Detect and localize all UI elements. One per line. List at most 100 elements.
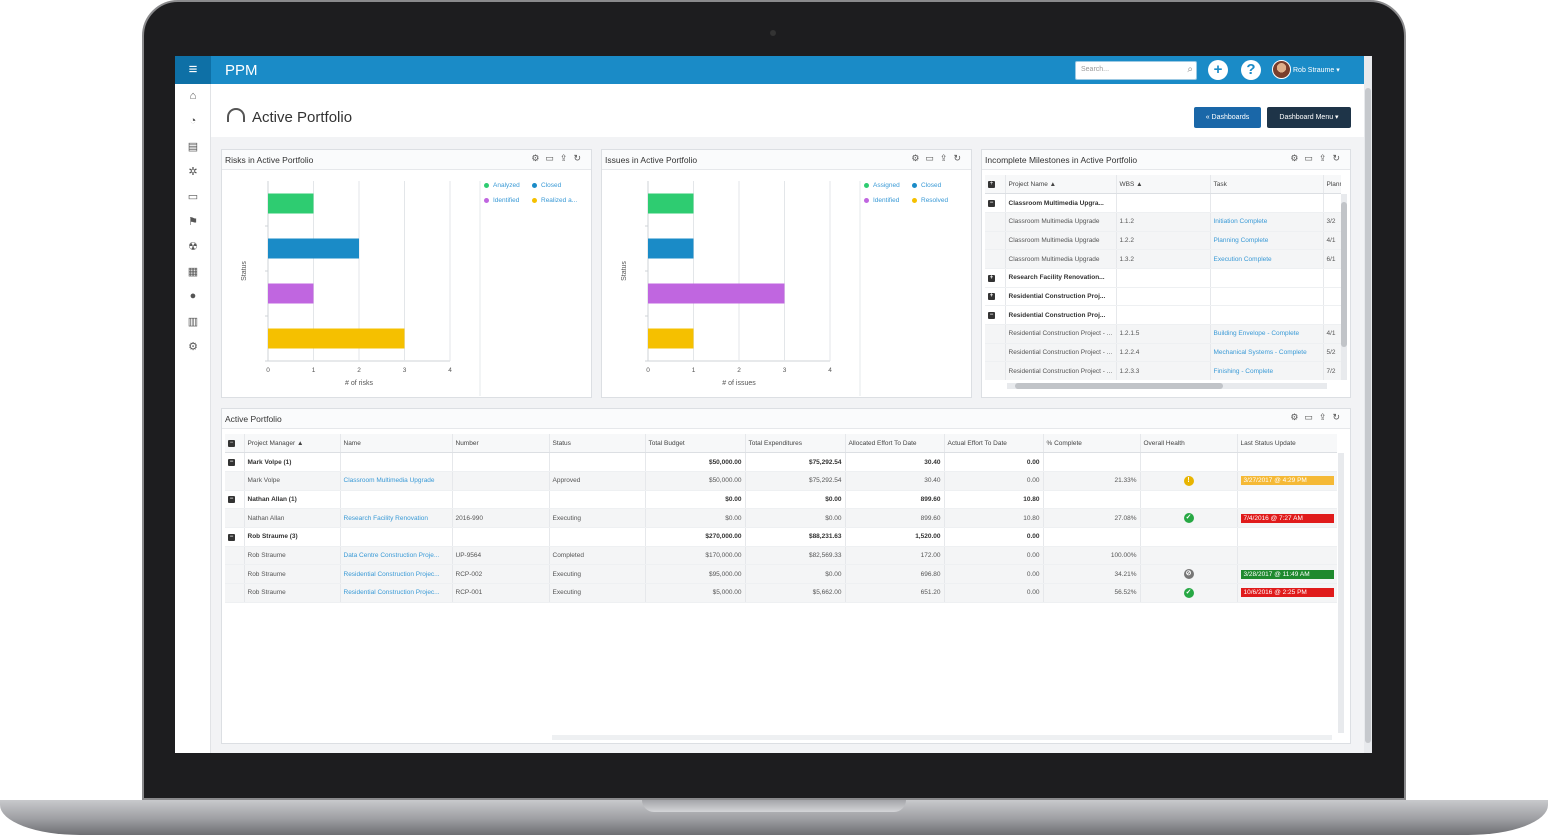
column-header[interactable]: Actual Effort To Date	[944, 434, 1044, 454]
gear-icon[interactable]: ⚙	[1290, 153, 1305, 163]
search-input[interactable]: Search... ⌕	[1075, 61, 1197, 80]
table-row[interactable]: Mark Volpe Classroom Multimedia Upgrade Ap…	[225, 471, 1337, 491]
group-row[interactable]: − Nathan Allan (1) $0.00 $0.00 899.60 10.80	[225, 490, 1337, 510]
task-link[interactable]: Initiation Complete	[1210, 212, 1324, 232]
column-header[interactable]: WBS ▲	[1116, 175, 1211, 195]
legend-item[interactable]: Closed	[532, 182, 561, 189]
collapse-icon[interactable]: −	[988, 312, 995, 320]
project-name-link[interactable]: Data Centre Construction Proje...	[340, 546, 453, 566]
group-row[interactable]: − Mark Volpe (1) $50,000.00 $75,292.54 30.40…	[225, 452, 1337, 472]
project-name-link[interactable]: Classroom Multimedia Upgrade	[340, 471, 453, 491]
legend-item[interactable]: Identified	[864, 197, 899, 204]
dashboards-button[interactable]: « Dashboards	[1194, 107, 1261, 128]
document-icon[interactable]: ▤	[187, 141, 199, 153]
expand-cell[interactable]: −	[225, 527, 245, 547]
collapse-icon[interactable]: −	[228, 459, 235, 467]
export-icon[interactable]: ⇪	[559, 153, 574, 163]
export-icon[interactable]: ⇪	[1318, 412, 1333, 422]
legend-item[interactable]: Assigned	[864, 182, 900, 189]
group-row[interactable]: − Rob Straume (3) $270,000.00 $88,231.63 1,5…	[225, 527, 1337, 547]
refresh-icon[interactable]: ↻	[573, 153, 587, 163]
milestones-vscroll[interactable]	[1341, 194, 1347, 380]
card-icon[interactable]: ▦	[187, 266, 199, 278]
legend-item[interactable]: Identified	[484, 197, 519, 204]
gear-icon[interactable]: ⚙	[1290, 412, 1305, 422]
maximize-icon[interactable]: ▭	[545, 153, 560, 163]
group-row[interactable]: + Research Facility Renovation...	[985, 268, 1341, 288]
collapse-icon[interactable]: −	[228, 533, 235, 541]
column-header[interactable]: Total Expenditures	[745, 434, 846, 454]
collapse-icon[interactable]: −	[228, 440, 235, 448]
gear-icon[interactable]: ⚙	[531, 153, 546, 163]
maximize-icon[interactable]: ▭	[1304, 412, 1319, 422]
refresh-icon[interactable]: ↻	[953, 153, 967, 163]
dashboard-icon[interactable]: ◔	[189, 115, 197, 127]
task-link[interactable]: Finishing - Complete	[1210, 361, 1324, 380]
person-icon[interactable]: ●	[189, 290, 197, 302]
search-icon[interactable]: ⌕	[1187, 64, 1193, 75]
report-icon[interactable]: ▥	[187, 316, 199, 328]
legend-item[interactable]: Realized a...	[532, 197, 577, 204]
maximize-icon[interactable]: ▭	[1304, 153, 1319, 163]
settings-icon[interactable]: ⚙	[188, 341, 198, 353]
portfolio-hscroll[interactable]	[552, 735, 1332, 740]
expand-cell[interactable]: −	[985, 193, 1006, 213]
task-link[interactable]: Planning Complete	[1210, 231, 1324, 251]
table-row[interactable]: Classroom Multimedia Upgrade 1.2.2 Plannin…	[985, 231, 1341, 251]
task-link[interactable]: Building Envelope - Complete	[1210, 324, 1324, 344]
expand-icon[interactable]: +	[988, 181, 995, 189]
expand-cell[interactable]: +	[985, 268, 1006, 288]
refresh-icon[interactable]: ↻	[1332, 412, 1346, 422]
table-row[interactable]: Rob Straume Residential Construction Proj…	[225, 564, 1337, 584]
table-row[interactable]: Residential Construction Project - ... 1.…	[985, 361, 1341, 380]
column-header[interactable]: Status	[549, 434, 646, 454]
flag-icon[interactable]: ⚑	[188, 216, 198, 228]
project-name-link[interactable]: Research Facility Renovation	[340, 508, 453, 528]
table-row[interactable]: Rob Straume Residential Construction Proj…	[225, 583, 1337, 603]
expand-cell[interactable]: −	[225, 434, 245, 454]
column-header[interactable]: % Complete	[1043, 434, 1141, 454]
home-icon[interactable]: ⌂	[189, 90, 197, 102]
avatar[interactable]	[1272, 60, 1291, 79]
column-header[interactable]: Number	[452, 434, 550, 454]
hamburger-icon[interactable]: ≡	[175, 56, 211, 84]
legend-item[interactable]: Closed	[912, 182, 941, 189]
table-row[interactable]: Residential Construction Project - ... 1.…	[985, 343, 1341, 363]
legend-item[interactable]: Resolved	[912, 197, 948, 204]
project-name-link[interactable]: Residential Construction Projec...	[340, 583, 453, 603]
export-icon[interactable]: ⇪	[1318, 153, 1333, 163]
milestones-hscroll[interactable]	[1007, 383, 1327, 389]
add-button[interactable]: +	[1208, 60, 1228, 80]
table-row[interactable]: Classroom Multimedia Upgrade 1.1.2 Initiat…	[985, 212, 1341, 232]
expand-cell[interactable]: −	[985, 305, 1006, 325]
column-header[interactable]: Project Name ▲	[1005, 175, 1117, 195]
column-header[interactable]: Project Manager ▲	[244, 434, 341, 454]
task-link[interactable]: Execution Complete	[1210, 249, 1324, 269]
expand-cell[interactable]: −	[225, 452, 245, 472]
expand-icon[interactable]: +	[988, 293, 995, 301]
expand-cell[interactable]: +	[985, 175, 1006, 195]
dashboard-menu-button[interactable]: Dashboard Menu ▾	[1267, 107, 1351, 128]
legend-item[interactable]: Analyzed	[484, 182, 520, 189]
group-row[interactable]: − Classroom Multimedia Upgra...	[985, 193, 1341, 213]
column-header[interactable]: Total Budget	[645, 434, 746, 454]
task-link[interactable]: Mechanical Systems - Complete	[1210, 343, 1324, 363]
column-header[interactable]: Last Status Update	[1237, 434, 1337, 454]
table-row[interactable]: Rob Straume Data Centre Construction Proj…	[225, 546, 1337, 566]
page-scrollbar[interactable]	[1364, 56, 1372, 753]
collapse-icon[interactable]: −	[988, 200, 995, 208]
group-row[interactable]: + Residential Construction Proj...	[985, 287, 1341, 307]
maximize-icon[interactable]: ▭	[925, 153, 940, 163]
folder-icon[interactable]: ▭	[187, 191, 199, 203]
column-header[interactable]: Task	[1210, 175, 1324, 195]
table-row[interactable]: Nathan Allan Research Facility Renovation…	[225, 508, 1337, 528]
table-row[interactable]: Residential Construction Project - ... 1.…	[985, 324, 1341, 344]
radiation-icon[interactable]: ☢	[188, 241, 198, 253]
refresh-icon[interactable]: ↻	[1332, 153, 1346, 163]
column-header[interactable]: Allocated Effort To Date	[845, 434, 945, 454]
column-header[interactable]: Planne	[1323, 175, 1341, 195]
column-header[interactable]: Name	[340, 434, 453, 454]
export-icon[interactable]: ⇪	[939, 153, 954, 163]
project-name-link[interactable]: Residential Construction Projec...	[340, 564, 453, 584]
gear-icon[interactable]: ⚙	[911, 153, 926, 163]
